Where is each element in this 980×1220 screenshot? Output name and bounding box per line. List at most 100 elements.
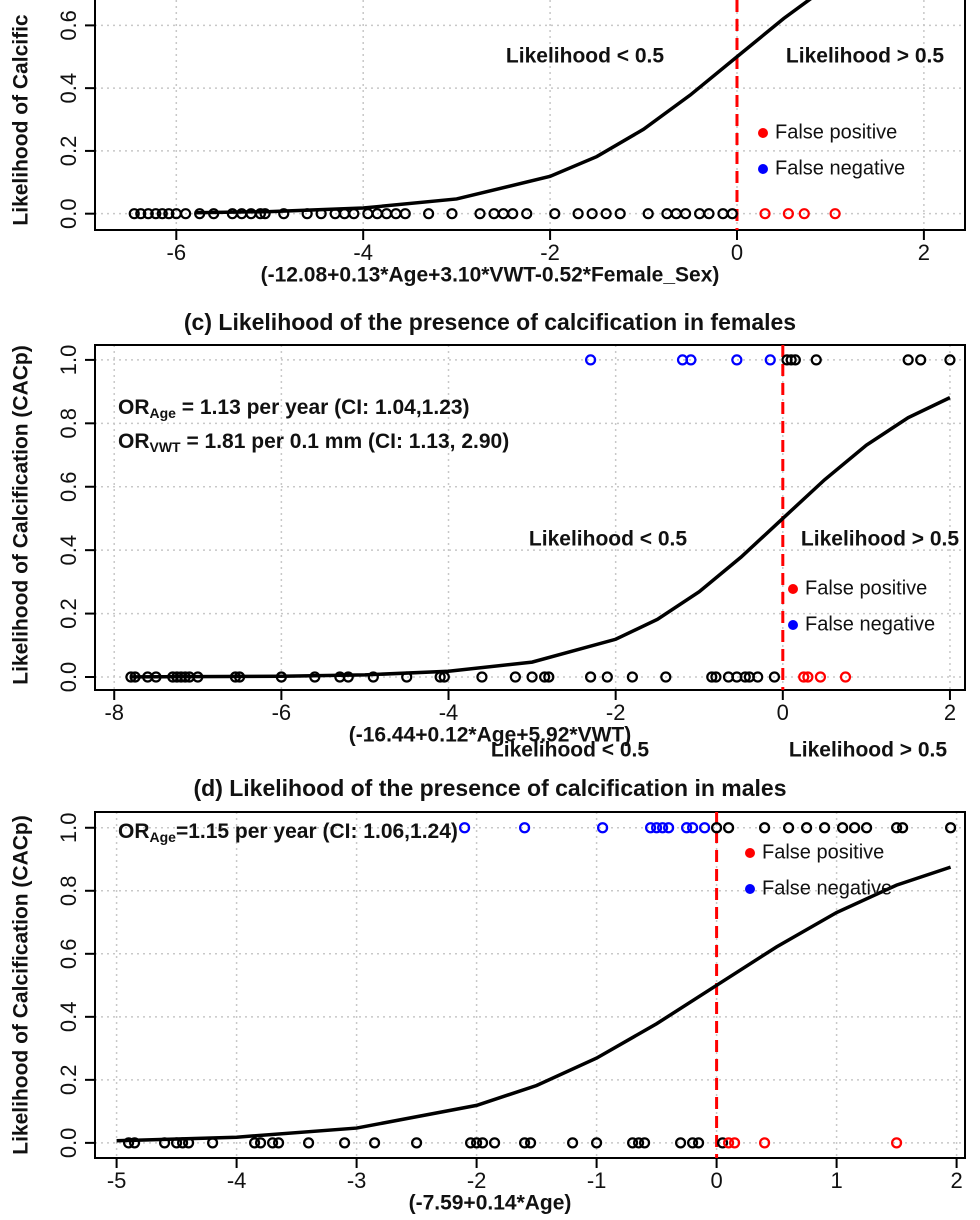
or-rest: = 1.13 per year (CI: 1.04,1.23): [176, 396, 470, 419]
or-rest: = 1.81 per 0.1 mm (CI: 1.13, 2.90): [181, 430, 510, 453]
y-tick-label: 0.4: [56, 535, 81, 566]
data-point: [507, 208, 519, 220]
data-point: [177, 1137, 189, 1149]
data-point: [839, 671, 852, 683]
data-point: [348, 208, 360, 220]
data-point: [642, 208, 654, 220]
y-tick-label: 0.6: [56, 10, 81, 41]
data-point: [123, 1137, 135, 1149]
y-tick-label: 0.4: [56, 1002, 81, 1033]
legend-label: False positive: [775, 121, 897, 143]
region-label: Likelihood > 0.5: [801, 528, 959, 551]
y-tick-label: 0.8: [56, 875, 81, 906]
data-point: [848, 822, 861, 834]
data-point: [159, 1137, 171, 1149]
data-point: [680, 822, 693, 834]
y-axis-label: Likelihood of Calcific: [10, 14, 33, 226]
data-point: [706, 671, 718, 683]
data-point: [399, 208, 411, 220]
data-point: [233, 671, 246, 683]
or-text: OR: [118, 430, 150, 453]
y-axis-label: Likelihood of Calcification (CACp): [10, 815, 33, 1155]
legend-marker: [788, 584, 798, 594]
data-point: [890, 822, 903, 834]
data-point: [477, 1137, 489, 1149]
data-point: [342, 671, 354, 683]
data-point: [543, 671, 555, 683]
data-point: [710, 822, 723, 834]
data-point: [163, 208, 175, 220]
x-tick-label: 2: [944, 700, 956, 725]
data-point: [183, 1137, 195, 1149]
data-point: [716, 1137, 729, 1149]
region-label: Likelihood > 0.5: [786, 45, 944, 68]
y-tick-label: 0.8: [56, 408, 81, 439]
data-point: [656, 822, 669, 834]
data-point: [309, 671, 321, 683]
data-point: [632, 1137, 645, 1149]
data-point: [254, 208, 267, 220]
legend-marker: [758, 128, 768, 138]
data-point: [710, 671, 722, 683]
data-point: [686, 1137, 699, 1149]
region-label: Likelihood < 0.5: [506, 45, 664, 68]
x-tick-label: -2: [540, 240, 560, 265]
data-point: [150, 208, 162, 220]
data-point: [301, 208, 313, 220]
data-point: [369, 1137, 381, 1149]
x-tick-label: -6: [272, 700, 292, 725]
data-point: [128, 208, 140, 220]
y-tick-label: 0.6: [56, 939, 81, 970]
data-point: [685, 354, 697, 366]
data-point: [679, 208, 692, 220]
data-point: [726, 208, 738, 220]
data-point: [156, 208, 168, 220]
data-point: [459, 822, 471, 834]
legend-marker: [788, 620, 798, 630]
data-point: [572, 208, 584, 220]
data-point: [814, 671, 827, 683]
data-point: [650, 822, 663, 834]
or-subscript: Age: [150, 829, 177, 845]
data-point: [644, 822, 657, 834]
y-tick-label: 0.6: [56, 471, 81, 502]
x-tick-label: -3: [347, 1168, 367, 1193]
data-point: [638, 1137, 651, 1149]
legend-marker: [745, 848, 755, 858]
data-point: [600, 208, 612, 220]
data-point: [278, 208, 290, 220]
data-point: [752, 671, 764, 683]
y-tick-label: 0.0: [56, 1128, 81, 1159]
data-point: [802, 671, 814, 683]
x-tick-label: -2: [606, 700, 626, 725]
data-point: [798, 208, 810, 220]
y-tick-label: 0.0: [56, 198, 81, 229]
data-point: [798, 671, 810, 683]
x-tick-label: -4: [227, 1168, 247, 1193]
data-point: [208, 208, 220, 220]
data-point: [129, 1137, 141, 1149]
y-axis-label: Likelihood of Calcification (CACp): [10, 345, 33, 685]
data-point: [471, 1137, 483, 1149]
x-axis-label: (-16.44+0.12*Age+5.92*VWT): [349, 724, 631, 747]
fit-curve: [116, 865, 952, 1143]
data-point: [489, 1137, 501, 1149]
data-point: [584, 671, 597, 683]
or-text: OR: [118, 820, 150, 843]
legend-label: False positive: [805, 577, 927, 599]
data-point: [800, 822, 813, 834]
data-point: [768, 671, 781, 683]
data-point: [411, 1137, 423, 1149]
data-point: [259, 208, 271, 220]
data-point: [207, 1137, 219, 1149]
y-tick-label: 0.2: [56, 136, 81, 167]
legend-marker: [745, 884, 755, 894]
data-point: [518, 822, 531, 834]
or-subscript: VWT: [150, 439, 182, 455]
or-subscript: Age: [150, 405, 177, 421]
or-text: OR: [118, 396, 150, 419]
data-point: [129, 671, 141, 683]
data-point: [785, 354, 797, 366]
data-point: [465, 1137, 477, 1149]
